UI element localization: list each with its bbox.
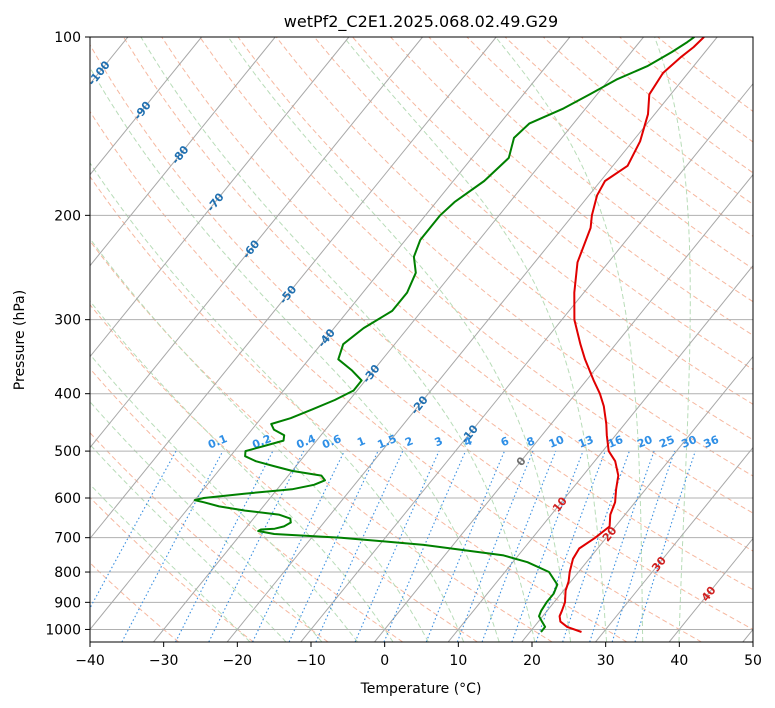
x-tick-label: 40 [670, 653, 688, 669]
dry-adiabat-line [237, 37, 753, 477]
moist-adiabat-line [140, 37, 536, 642]
x-tick-label: 50 [744, 653, 762, 669]
mixing-ratio-line [535, 450, 606, 642]
mixing-ratio-line [481, 450, 557, 642]
mixing-ratio-line [511, 450, 584, 642]
dry-adiabat-line [199, 37, 753, 514]
mixing-ratio-label: 3 [433, 434, 445, 449]
isotherm-gridline [447, 264, 753, 642]
y-tick-label: 100 [54, 30, 81, 46]
moist-adiabat-line [90, 66, 500, 642]
mixing-ratio-line [611, 450, 676, 642]
mixing-ratio-label: 13 [576, 433, 595, 451]
isotherm-gridline [90, 37, 571, 631]
background-lines [90, 37, 753, 642]
mixing-ratio-label: 25 [657, 433, 676, 451]
isotherm-gridline [90, 37, 350, 358]
moist-adiabat-line [654, 37, 691, 642]
mixing-ratio-line [90, 450, 177, 610]
moist-adiabat-line [90, 483, 251, 642]
y-tick-label: 700 [54, 531, 81, 547]
temperature-line [558, 37, 705, 633]
dry-adiabat-line [90, 110, 702, 642]
isotherm-gridline [153, 37, 644, 642]
x-tick-label: 30 [597, 653, 615, 669]
isotherm-gridline [90, 37, 202, 176]
isotherm-gridline [226, 37, 718, 642]
mixing-ratio-label: 2 [403, 434, 415, 449]
plot-frame [89, 36, 754, 643]
x-tick-label: 0 [380, 653, 389, 669]
x-tick-label: 10 [449, 653, 467, 669]
dewpoint-line [193, 37, 695, 633]
moist-adiabat-line [90, 443, 287, 642]
profile-lines [193, 37, 705, 633]
isotherm-gridline [374, 173, 753, 642]
mixing-ratio-label: 16 [606, 433, 625, 451]
isotherm-gridline [90, 37, 423, 449]
mixing-ratio-line [208, 450, 305, 642]
y-tick-label: 200 [54, 208, 81, 224]
x-tick-label: −20 [223, 653, 253, 669]
dry-adiabat-line [90, 175, 628, 642]
y-tick-label: 800 [54, 565, 81, 581]
mixing-ratio-line [354, 450, 440, 642]
dry-adiabat-line [90, 240, 553, 642]
isotherm-gridline [521, 355, 753, 642]
axes: −40 −30 −20 −10 0 10 20 30 40 50 100 200 300 400 500 60… [45, 30, 762, 669]
isotherm-gridline [90, 37, 497, 540]
y-tick-label: 1000 [45, 622, 81, 638]
y-tick-label: 900 [54, 595, 81, 611]
y-axis-label: Pressure (hPa) [12, 290, 28, 390]
dry-adiabat-line [123, 37, 753, 591]
y-tick-label: 600 [54, 491, 81, 507]
dry-adiabat-line [90, 432, 329, 642]
mixing-ratio-label: 20 [635, 433, 654, 451]
mixing-ratio-line [634, 450, 696, 642]
mixing-ratio-line [383, 450, 467, 642]
mixing-ratio-line [456, 450, 534, 642]
moist-adiabat-line [495, 37, 644, 642]
dry-adiabat-line [90, 562, 179, 642]
mixing-ratio-label: 1 [355, 434, 367, 449]
mixing-ratio-line [175, 450, 274, 642]
isotherm-gridline [668, 537, 753, 642]
chart-title: wetPf2_C2E1.2025.068.02.49.G29 [284, 12, 558, 32]
mixing-ratio-label: 36 [702, 433, 721, 451]
x-tick-label: −40 [75, 653, 105, 669]
isotherm-gridline [90, 37, 276, 267]
mixing-ratio-label: 30 [680, 433, 699, 451]
dry-adiabat-line [352, 37, 753, 371]
mixing-ratio-line [425, 450, 506, 642]
x-axis-label: Temperature (°C) [360, 681, 482, 697]
dry-adiabat-line [313, 37, 753, 405]
dry-adiabat-line [90, 43, 753, 630]
moist-adiabat-line [90, 353, 358, 642]
x-tick-label: −30 [149, 653, 179, 669]
moist-adiabat-line [90, 237, 429, 642]
mixing-ratio-label: 8 [525, 434, 537, 449]
mixing-ratio-line [562, 450, 630, 642]
dry-adiabat-line [90, 303, 478, 642]
mixing-ratio-line [121, 450, 224, 642]
moist-adiabat-line [90, 300, 394, 642]
dry-adiabat-line [90, 496, 254, 642]
moist-adiabat-line [90, 401, 323, 642]
x-tick-label: −10 [296, 653, 326, 669]
y-tick-label: 500 [54, 444, 81, 460]
mixing-ratio-line [589, 450, 655, 642]
isotherm-gridline [595, 446, 753, 642]
y-tick-label: 300 [54, 313, 81, 329]
mixing-ratio-label: 10 [547, 433, 566, 451]
x-tick-label: 20 [523, 653, 541, 669]
dry-adiabat-line [428, 37, 753, 303]
y-tick-label: 400 [54, 387, 81, 403]
